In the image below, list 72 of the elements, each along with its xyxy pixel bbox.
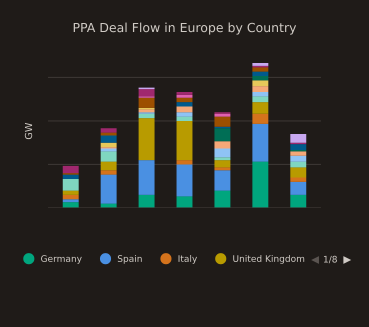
bar (252, 62, 268, 66)
bar (176, 164, 192, 196)
bar (252, 76, 268, 80)
bar (62, 194, 79, 200)
bar (176, 120, 192, 160)
bar (214, 170, 230, 191)
bar (290, 156, 306, 162)
bar (252, 162, 268, 208)
bar (62, 166, 79, 174)
bar (290, 194, 306, 208)
bar (100, 128, 117, 133)
bar (252, 114, 268, 124)
bar (138, 160, 155, 195)
bar (252, 102, 268, 114)
legend-label: Germany (41, 255, 82, 264)
bar (176, 106, 192, 112)
bar (62, 202, 79, 208)
text: 1/8 (324, 256, 337, 264)
bar (252, 86, 268, 92)
bar (138, 194, 155, 208)
bar (100, 170, 117, 175)
bar (252, 72, 268, 76)
bar (100, 162, 117, 170)
bar (176, 94, 192, 98)
bar (62, 178, 79, 191)
bar (138, 114, 155, 118)
bar (176, 98, 192, 102)
bar (252, 80, 268, 86)
bar (62, 174, 79, 179)
bar (138, 109, 155, 112)
bar (100, 148, 117, 152)
bar (138, 98, 155, 108)
bar (214, 160, 230, 168)
bar (214, 190, 230, 208)
bar (176, 92, 192, 95)
bar (214, 114, 230, 117)
bar (176, 196, 192, 208)
legend-label: Spain (118, 255, 142, 264)
bar (214, 167, 230, 170)
bar (290, 178, 306, 182)
bar (214, 116, 230, 127)
bar (214, 141, 230, 149)
bar (290, 151, 306, 156)
legend-label: United Kingdom (233, 255, 304, 264)
y-axis-title: GW (24, 122, 32, 140)
bar (252, 96, 268, 102)
chart-title: PPA Deal Flow in Europe by Country (74, 22, 296, 35)
bar (100, 204, 117, 208)
bar (252, 92, 268, 96)
bar (214, 128, 230, 142)
bar (214, 148, 230, 158)
bar (290, 162, 306, 168)
legend-label: Italy (178, 255, 197, 264)
bar (176, 160, 192, 164)
bar (100, 151, 117, 162)
bar (176, 112, 192, 117)
bar (100, 174, 117, 204)
bar (100, 135, 117, 143)
bar (176, 102, 192, 106)
bar (252, 124, 268, 162)
bar (176, 116, 192, 121)
bar (290, 144, 306, 150)
bar (290, 167, 306, 178)
bar (214, 157, 230, 160)
bar (100, 132, 117, 136)
bar (252, 67, 268, 72)
bar (100, 142, 117, 148)
bar (138, 89, 155, 96)
bar (138, 118, 155, 160)
bar (290, 134, 306, 143)
bar (290, 182, 306, 195)
bar (62, 190, 79, 195)
